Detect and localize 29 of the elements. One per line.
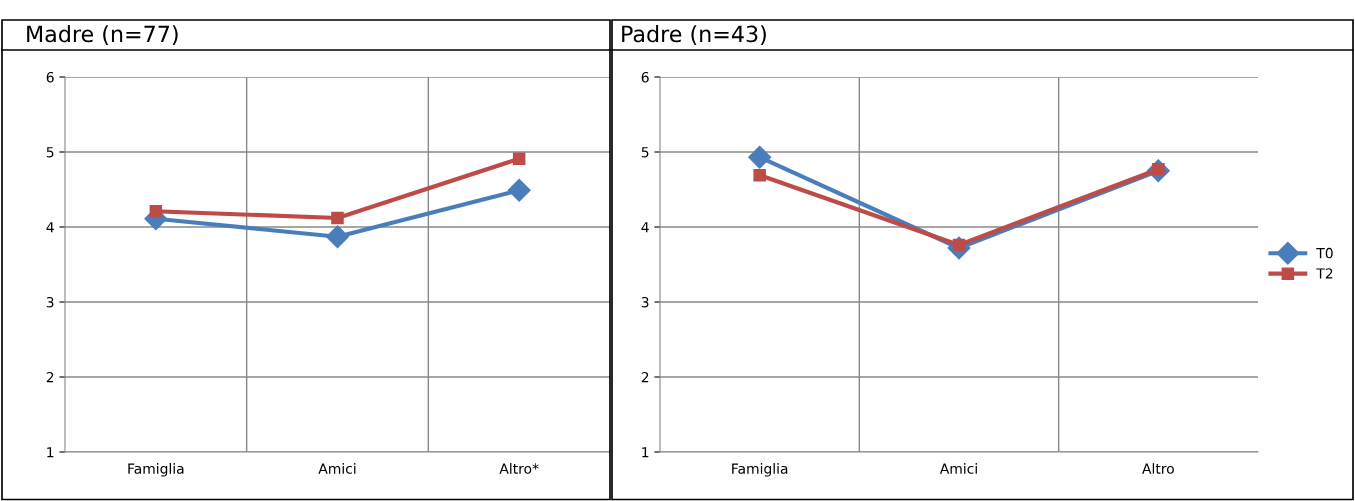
x-tick-label: Amici <box>939 463 977 474</box>
point <box>748 145 772 169</box>
y-tick-label: 3 <box>641 296 649 308</box>
y-tick-label: 3 <box>46 296 54 308</box>
point <box>331 211 344 225</box>
chart-title: Padre (n=43) <box>622 25 766 45</box>
point <box>326 225 349 249</box>
y-tick-label: 2 <box>46 371 54 383</box>
x-tick-label: Amici <box>318 463 356 474</box>
point <box>149 204 163 218</box>
y-tick-label: 1 <box>642 447 649 458</box>
chart-title: Madre (n=77) <box>27 25 178 45</box>
y-tick-label: 6 <box>46 71 54 83</box>
x-tick-label: Altro* <box>499 463 539 474</box>
y-tick-label: 6 <box>641 71 649 83</box>
x-tick-label: Altro <box>1142 463 1174 474</box>
x-tick-label: Famiglia <box>732 463 788 477</box>
legend-label: T0 <box>1316 247 1333 259</box>
y-tick-label: 5 <box>641 147 649 158</box>
y-tick-label: 1 <box>47 447 54 458</box>
y-tick-label: 4 <box>641 222 649 233</box>
point <box>507 178 531 202</box>
y-tick-label: 4 <box>46 222 54 233</box>
x-tick-label: Famiglia <box>128 463 184 477</box>
point <box>753 168 766 182</box>
y-tick-label: 2 <box>641 371 649 383</box>
point <box>512 152 526 166</box>
y-tick-label: 5 <box>46 147 54 158</box>
legend-label: T2 <box>1316 268 1333 279</box>
